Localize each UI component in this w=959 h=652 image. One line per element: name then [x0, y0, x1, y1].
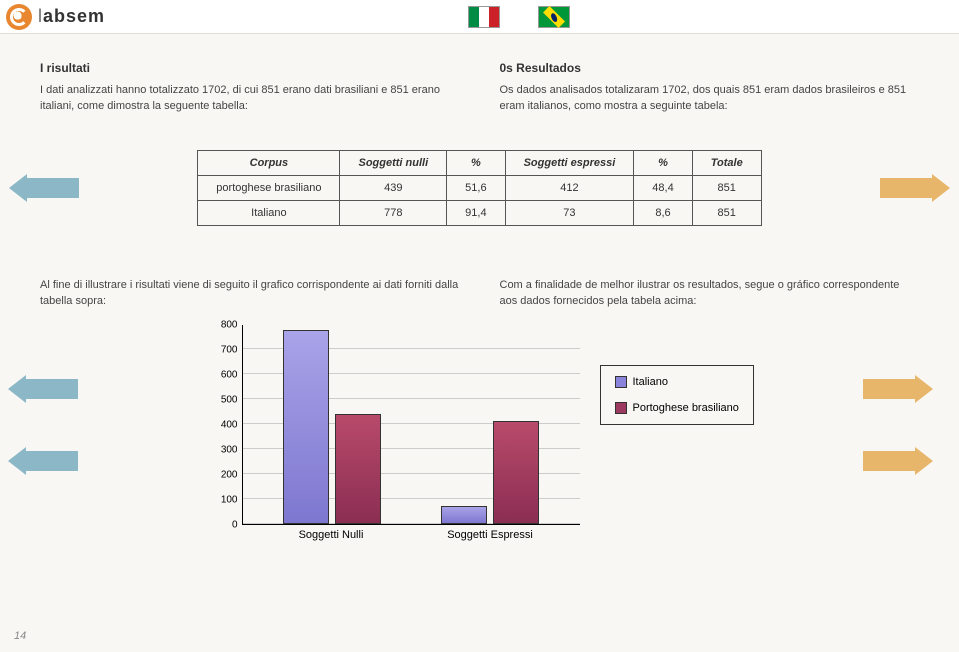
italian-para2: Al fine di illustrare i risultati viene … — [40, 278, 460, 310]
y-tick-label: 100 — [221, 495, 238, 506]
page-number: 14 — [14, 630, 26, 642]
table-cell: 51,6 — [447, 176, 505, 201]
table-cell: Italiano — [198, 201, 340, 226]
table-cell: 439 — [340, 176, 447, 201]
table-cell: 91,4 — [447, 201, 505, 226]
left-arrows-chart — [8, 375, 96, 475]
bar-group — [272, 330, 392, 525]
bar-portoghese — [493, 421, 539, 524]
table-row: portoghese brasiliano43951,641248,4851 — [198, 176, 761, 201]
table-cell: 8,6 — [634, 201, 692, 226]
italian-body: I dati analizzati hanno totalizzato 1702… — [40, 83, 460, 115]
table-cell: portoghese brasiliano — [198, 176, 340, 201]
y-tick-label: 700 — [221, 345, 238, 356]
y-tick-label: 0 — [232, 520, 238, 531]
y-tick-label: 400 — [221, 420, 238, 431]
x-axis-labels: Soggetti Nulli Soggetti Espressi — [242, 525, 580, 541]
table-cell: 851 — [692, 201, 761, 226]
logo: labsem — [6, 4, 105, 30]
portuguese-body: Os dados analisados totalizaram 1702, do… — [500, 83, 920, 115]
table-cell: 48,4 — [634, 176, 692, 201]
portuguese-column: 0s Resultados Os dados analisados totali… — [500, 60, 920, 115]
legend-portoghese: Portoghese brasiliano — [615, 402, 739, 414]
table-cell: 851 — [692, 176, 761, 201]
results-table: CorpusSoggetti nulli%Soggetti espressi%T… — [197, 150, 761, 226]
bar-italiano — [283, 330, 329, 525]
table-header: % — [634, 151, 692, 176]
flag-row — [468, 6, 570, 28]
legend-swatch-portoghese — [615, 402, 627, 414]
second-paragraph-row: Al fine di illustrare i risultati viene … — [40, 278, 919, 310]
table-row-block: CorpusSoggetti nulli%Soggetti espressi%T… — [0, 150, 959, 226]
x-tick-label: Soggetti Nulli — [271, 529, 391, 541]
table-header: Soggetti espressi — [505, 151, 634, 176]
x-tick-label: Soggetti Espressi — [430, 529, 550, 541]
bar-group — [430, 421, 550, 524]
logo-swirl-icon — [6, 4, 32, 30]
table-header: Corpus — [198, 151, 340, 176]
legend-swatch-italiano — [615, 376, 627, 388]
y-tick-label: 200 — [221, 470, 238, 481]
brazil-flag-icon — [538, 6, 570, 28]
left-arrow-icon — [0, 174, 88, 202]
logo-text: labsem — [38, 6, 105, 27]
table-header: Totale — [692, 151, 761, 176]
table-row: Italiano77891,4738,6851 — [198, 201, 761, 226]
intro-columns: I risultati I dati analizzati hanno tota… — [40, 60, 919, 115]
y-tick-label: 300 — [221, 445, 238, 456]
italian-column: I risultati I dati analizzati hanno tota… — [40, 60, 460, 115]
y-tick-label: 600 — [221, 370, 238, 381]
portuguese-para2: Com a finalidade de melhor ilustrar os r… — [500, 278, 920, 310]
chart-legend: Italiano Portoghese brasiliano — [600, 365, 754, 425]
legend-italiano: Italiano — [615, 376, 739, 388]
bar-italiano — [441, 506, 487, 524]
portuguese-title: 0s Resultados — [500, 60, 920, 77]
y-axis-ticks: 0100200300400500600700800 — [200, 325, 242, 525]
table-header: % — [447, 151, 505, 176]
table-cell: 412 — [505, 176, 634, 201]
legend-label-italiano: Italiano — [633, 376, 668, 388]
right-arrows-chart — [863, 375, 951, 475]
y-tick-label: 500 — [221, 395, 238, 406]
table-cell: 73 — [505, 201, 634, 226]
chart-plot-area — [242, 325, 580, 525]
italian-title: I risultati — [40, 60, 460, 77]
bar-chart: 0100200300400500600700800 Soggetti Nulli… — [200, 325, 580, 541]
right-arrow-icon — [871, 174, 959, 202]
header: labsem — [0, 0, 959, 34]
italy-flag-icon — [468, 6, 500, 28]
table-header: Soggetti nulli — [340, 151, 447, 176]
legend-label-portoghese: Portoghese brasiliano — [633, 402, 739, 414]
bar-portoghese — [335, 414, 381, 524]
table-cell: 778 — [340, 201, 447, 226]
y-tick-label: 800 — [221, 320, 238, 331]
chart-zone: 0100200300400500600700800 Soggetti Nulli… — [0, 325, 959, 541]
